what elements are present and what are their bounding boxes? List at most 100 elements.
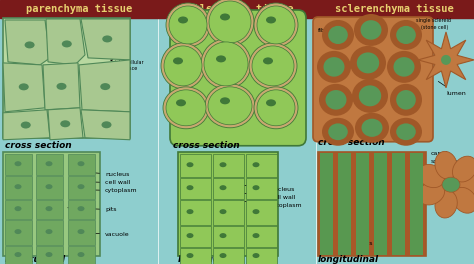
Bar (5, 154, 32, 175)
Ellipse shape (186, 209, 193, 214)
Polygon shape (418, 32, 474, 88)
Bar (3, 152, 100, 256)
Ellipse shape (208, 87, 252, 125)
Bar (158, 0, 316, 18)
Text: cell wall: cell wall (241, 193, 295, 200)
Bar (68, 176, 95, 199)
Polygon shape (81, 19, 130, 60)
Ellipse shape (396, 90, 416, 110)
Ellipse shape (328, 123, 348, 140)
Ellipse shape (435, 151, 457, 179)
Ellipse shape (396, 26, 416, 44)
Ellipse shape (390, 118, 422, 146)
Ellipse shape (220, 97, 230, 104)
Ellipse shape (46, 161, 53, 166)
Bar (213, 154, 244, 177)
Ellipse shape (257, 6, 295, 44)
Text: pits: pits (68, 207, 117, 212)
Bar (36, 246, 63, 264)
Bar (5, 246, 32, 264)
Ellipse shape (359, 85, 381, 106)
Polygon shape (46, 19, 85, 65)
Bar (213, 248, 244, 264)
Ellipse shape (15, 252, 21, 257)
Bar (338, 153, 351, 254)
Ellipse shape (46, 184, 53, 189)
Text: cross section: cross section (173, 141, 240, 150)
Ellipse shape (176, 99, 186, 106)
Ellipse shape (254, 3, 298, 47)
Bar (246, 200, 277, 225)
Ellipse shape (257, 90, 295, 126)
Ellipse shape (101, 121, 111, 128)
Ellipse shape (78, 161, 84, 166)
Ellipse shape (418, 182, 445, 205)
Ellipse shape (322, 20, 354, 50)
Ellipse shape (15, 206, 21, 211)
Ellipse shape (219, 209, 227, 214)
Text: sclerenchyma tissue: sclerenchyma tissue (336, 4, 454, 14)
Ellipse shape (161, 43, 205, 89)
Bar (36, 176, 63, 199)
Ellipse shape (25, 41, 35, 48)
Ellipse shape (219, 233, 227, 238)
Bar (178, 152, 278, 256)
Text: cross section: cross section (5, 141, 72, 150)
Bar (213, 178, 244, 199)
Ellipse shape (166, 90, 206, 126)
Ellipse shape (186, 233, 193, 238)
Ellipse shape (317, 51, 351, 83)
Text: longitudinal: longitudinal (178, 254, 239, 263)
Ellipse shape (209, 1, 251, 43)
FancyBboxPatch shape (170, 10, 306, 146)
Bar (316, 0, 474, 18)
Ellipse shape (219, 162, 227, 167)
Ellipse shape (78, 184, 84, 189)
Bar (246, 178, 277, 199)
Ellipse shape (46, 206, 53, 211)
Ellipse shape (442, 177, 460, 192)
Ellipse shape (164, 46, 202, 86)
Ellipse shape (357, 53, 379, 73)
Ellipse shape (219, 185, 227, 190)
Polygon shape (81, 110, 130, 140)
Polygon shape (5, 20, 50, 65)
Text: cross section: cross section (318, 138, 384, 147)
Bar (68, 220, 95, 244)
Ellipse shape (435, 190, 457, 218)
Ellipse shape (220, 13, 230, 21)
Text: collenchyma tissue: collenchyma tissue (181, 4, 293, 14)
Bar (356, 153, 369, 254)
Bar (213, 226, 244, 247)
Ellipse shape (253, 162, 259, 167)
Ellipse shape (62, 40, 72, 48)
Ellipse shape (173, 57, 183, 64)
Bar (68, 200, 95, 219)
Ellipse shape (266, 16, 276, 23)
Ellipse shape (390, 20, 422, 50)
Ellipse shape (361, 20, 382, 40)
Ellipse shape (166, 3, 210, 47)
Ellipse shape (362, 119, 383, 137)
Text: (stone cell): (stone cell) (421, 25, 448, 30)
Ellipse shape (253, 253, 259, 258)
Bar (5, 200, 32, 219)
Ellipse shape (163, 87, 209, 129)
Text: cytoplasm: cytoplasm (241, 201, 302, 208)
Text: nucleus: nucleus (241, 185, 294, 192)
Bar (36, 220, 63, 244)
Text: longitudinal: longitudinal (5, 254, 66, 263)
Ellipse shape (249, 43, 297, 89)
Bar (213, 200, 244, 225)
Polygon shape (3, 63, 45, 112)
Ellipse shape (266, 99, 276, 106)
Bar (246, 248, 277, 264)
Bar (318, 152, 426, 256)
Ellipse shape (46, 229, 53, 234)
Bar (36, 154, 63, 175)
Bar (392, 153, 405, 254)
Bar (36, 200, 63, 219)
Ellipse shape (352, 79, 388, 113)
Ellipse shape (459, 174, 474, 196)
Ellipse shape (19, 83, 29, 90)
